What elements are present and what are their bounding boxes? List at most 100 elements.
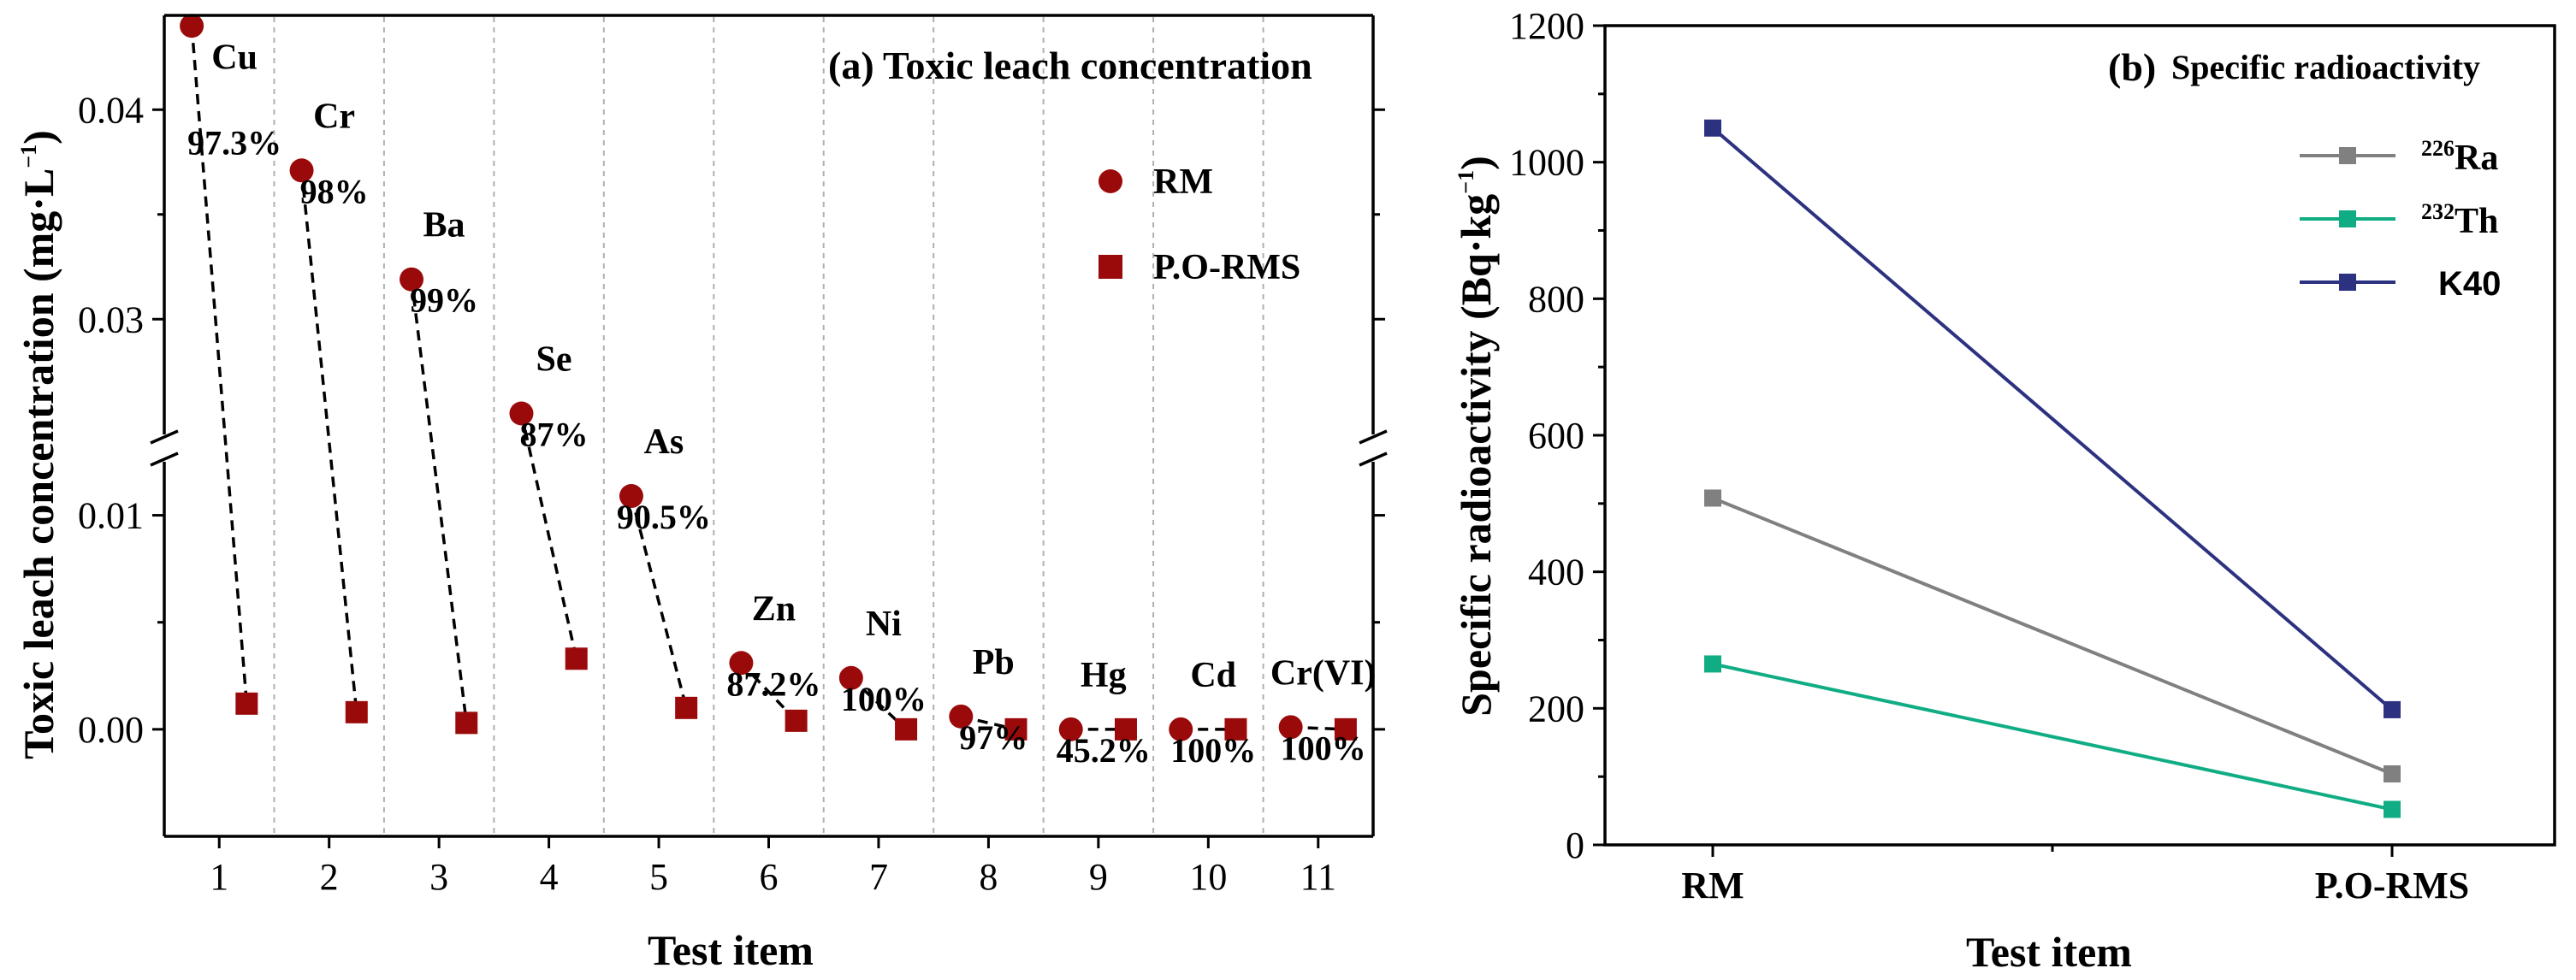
y-tick-label-0.00: 0.00	[78, 709, 144, 751]
series-point-Th-P.O-RMS	[2384, 800, 2401, 818]
b-y-tick-label-600: 600	[1528, 415, 1584, 457]
connector-As	[630, 495, 688, 709]
x-tick-label-3: 3	[429, 856, 448, 898]
panel-a-ticks: 1 2 3 4 5 6 7 8 9 10 11 0.00 0.01 0.03 0.04	[78, 89, 1385, 898]
legend-ra-label: 226Ra	[2421, 136, 2498, 178]
reduction-label-Pb: 97%	[959, 718, 1027, 757]
reduction-label-Cd: 100%	[1170, 731, 1256, 770]
element-label-As: As	[644, 422, 684, 462]
reduction-label-Hg: 45.2%	[1057, 731, 1151, 770]
panel-a-separators	[273, 17, 1264, 835]
connector-Ba	[410, 279, 468, 723]
series-line-K40	[1711, 127, 2394, 711]
rm-point-Cd	[1169, 717, 1193, 741]
x-tick-label-9: 9	[1089, 856, 1108, 898]
legend-k40-label: K40	[2438, 265, 2501, 303]
porms-point-Hg	[1114, 717, 1137, 741]
y-tick-label-0.04: 0.04	[78, 89, 144, 131]
element-label-Cr: Cr	[313, 97, 355, 136]
legend-th-label: 232Th	[2421, 199, 2498, 241]
y-tick-label-0.01: 0.01	[78, 495, 144, 537]
element-label-Cd: Cd	[1190, 656, 1236, 695]
rm-point-Pb	[949, 704, 974, 729]
panel-a-frame	[150, 14, 1388, 838]
rm-point-Cr(VI)	[1278, 715, 1303, 740]
rm-point-Ba	[400, 267, 424, 292]
rm-point-Hg	[1058, 717, 1083, 741]
axis-break-left-1	[150, 429, 179, 445]
element-label-Ni: Ni	[866, 605, 902, 644]
porms-point-As	[675, 696, 698, 719]
panel-b-title: Specific radioactivity	[2171, 48, 2480, 86]
panel-a-y-label: Toxic leach concentration (mg·L−1)	[15, 130, 62, 759]
legend-ra-marker	[2339, 147, 2356, 164]
b-x-tick-label-P.O-RMS: P.O-RMS	[2315, 865, 2470, 906]
x-tick-label-8: 8	[979, 856, 998, 898]
reduction-label-Zn: 87.2%	[726, 664, 820, 703]
element-label-Cr(VI): Cr(VI)	[1270, 653, 1377, 693]
x-tick-label-2: 2	[320, 856, 339, 898]
legend-th-marker	[2339, 210, 2356, 227]
connector-Cr	[299, 170, 358, 713]
element-label-Zn: Zn	[752, 589, 796, 629]
panel-a-title-label: (a)	[828, 44, 874, 87]
series-line-Th	[1712, 662, 2393, 812]
panel-b-legend: 226Ra 232Th K40	[2300, 136, 2501, 303]
series-point-K40-P.O-RMS	[2384, 700, 2401, 718]
axis-break-left-2	[150, 452, 179, 467]
rm-point-Zn	[729, 651, 754, 676]
b-y-tick-label-200: 200	[1528, 688, 1584, 729]
x-tick-label-4: 4	[540, 856, 559, 898]
series-line-Ra	[1712, 496, 2393, 776]
series-point-K40-RM	[1704, 119, 1721, 137]
series-point-Ra-P.O-RMS	[2384, 765, 2401, 782]
b-y-tick-label-1200: 1200	[1509, 5, 1584, 47]
porms-point-Cr(VI)	[1334, 717, 1357, 741]
element-label-Se: Se	[536, 340, 571, 380]
porms-point-Zn	[785, 709, 808, 732]
panel-a-title: Toxic leach concentration	[883, 44, 1312, 87]
x-tick-label-1: 1	[210, 856, 228, 898]
legend-porms-label: P.O-RMS	[1153, 248, 1300, 287]
rm-point-Se	[509, 401, 534, 426]
legend-rm-marker	[1099, 169, 1122, 193]
b-y-tick-label-1000: 1000	[1509, 142, 1584, 184]
legend-rm-label: RM	[1153, 162, 1213, 202]
panel-a-points	[180, 14, 1357, 741]
b-y-tick-label-400: 400	[1528, 552, 1584, 593]
element-label-Ba: Ba	[423, 206, 465, 245]
reduction-label-As: 90.5%	[617, 498, 711, 536]
x-tick-label-5: 5	[649, 856, 668, 898]
axis-break-right-2	[1359, 452, 1388, 467]
reduction-label-Ba: 99%	[410, 281, 478, 320]
panel-a-annotations: Cu 97.3% Cr 98% Ba 99% Se 87% As 90.5% Zn 87.2% Ni 10…	[187, 38, 1376, 770]
reduction-label-Cr: 98%	[300, 172, 369, 210]
panel-b-frame	[1603, 24, 2556, 847]
rm-point-Ni	[838, 665, 863, 690]
series-point-Ra-RM	[1704, 489, 1721, 507]
legend-k40-marker	[2339, 274, 2356, 291]
b-y-tick-label-0: 0	[1566, 824, 1584, 866]
panel-a-x-label: Test item	[648, 926, 814, 974]
element-label-Pb: Pb	[973, 643, 1015, 682]
connector-Se	[519, 413, 578, 659]
panel-b-x-label: Test item	[1966, 928, 2132, 976]
series-point-Th-RM	[1704, 655, 1721, 673]
connector-Zn	[740, 662, 797, 723]
b-y-tick-label-800: 800	[1528, 278, 1584, 320]
y-tick-label-0.03: 0.03	[78, 298, 144, 340]
connector-Ni	[850, 676, 908, 731]
porms-point-Se	[565, 647, 588, 670]
rm-point-Cr	[289, 158, 314, 183]
porms-point-Cu	[235, 692, 258, 715]
porms-point-Cr	[345, 700, 368, 723]
connector-Cu	[190, 26, 249, 704]
x-tick-label-6: 6	[760, 856, 779, 898]
panel-a-legend: RM P.O-RMS	[1099, 162, 1300, 287]
panel-b-y-label: Specific radioactivity (Bq·kg−1)	[1452, 156, 1500, 717]
element-label-Cu: Cu	[211, 38, 258, 77]
element-label-Hg: Hg	[1081, 656, 1127, 695]
porms-point-Cd	[1224, 717, 1247, 741]
